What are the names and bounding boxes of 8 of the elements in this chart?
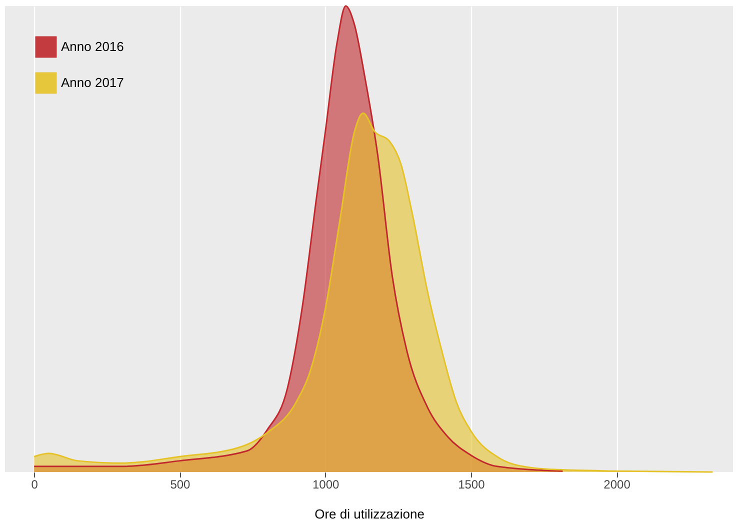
x-tick-label: 500 (170, 478, 191, 492)
x-tick-label: 2000 (604, 478, 631, 492)
x-tick-label: 1500 (458, 478, 486, 492)
x-tick-label: 1000 (312, 478, 340, 492)
x-tick-label: 0 (31, 478, 38, 492)
x-axis-title: Ore di utilizzazione (314, 506, 424, 522)
legend-label: Anno 2017 (61, 75, 124, 90)
legend-label: Anno 2016 (61, 39, 124, 54)
